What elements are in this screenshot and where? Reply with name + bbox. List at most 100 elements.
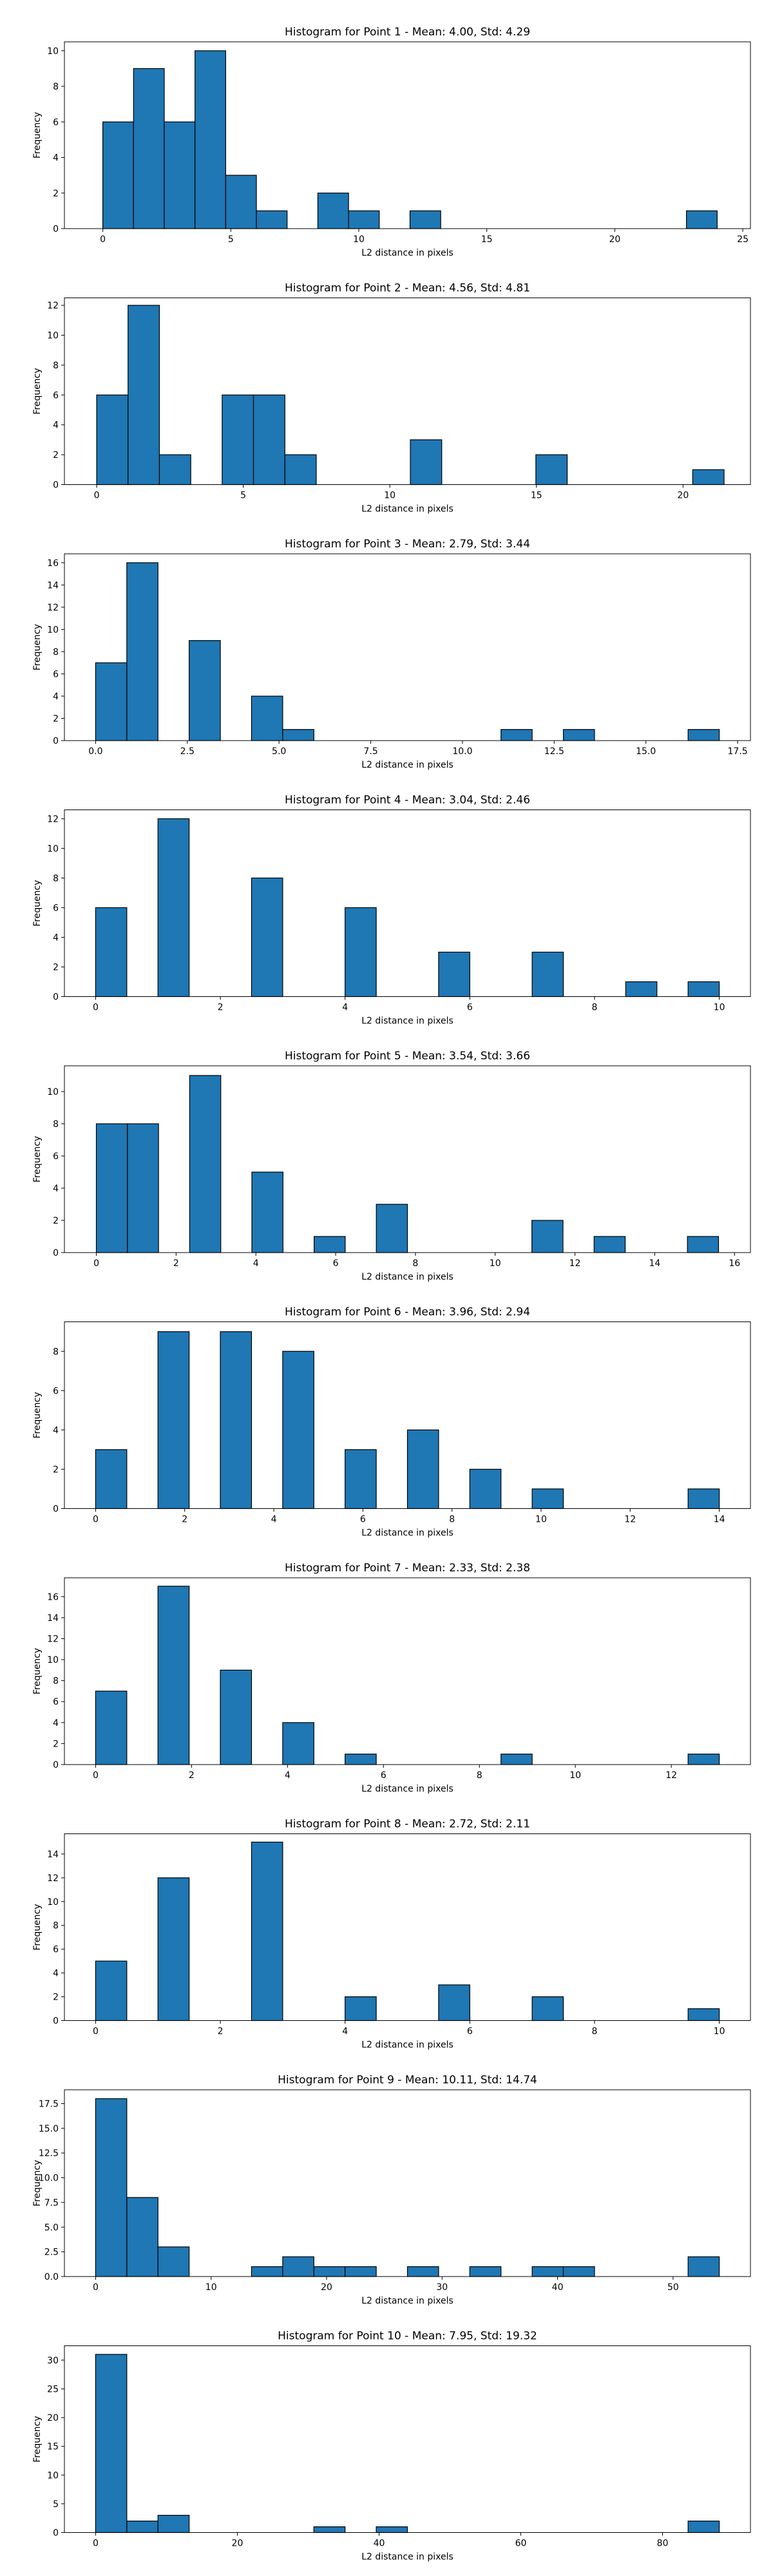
histogram-bar xyxy=(164,121,196,229)
histogram-bar xyxy=(687,981,720,998)
histogram-bar xyxy=(128,305,160,486)
histogram-bar xyxy=(345,2266,377,2277)
histogram-bar xyxy=(376,2526,408,2533)
x-axis-label: L2 distance in pixels xyxy=(361,248,453,258)
y-tick-label: 4 xyxy=(53,692,59,702)
histogram-bar xyxy=(126,2197,158,2277)
y-axis-label: Frequency xyxy=(32,112,43,158)
x-tick-label: 4 xyxy=(285,1770,291,1781)
chart-title: Histogram for Point 5 - Mean: 3.54, Std:… xyxy=(285,1050,530,1063)
x-tick-label: 2 xyxy=(173,1258,179,1269)
x-axis-label: L2 distance in pixels xyxy=(361,1528,453,1539)
x-tick-label: 10 xyxy=(535,1515,547,1525)
axes-frame xyxy=(64,1321,751,1509)
x-tick-label: 0 xyxy=(93,1770,99,1781)
x-tick-label: 12 xyxy=(665,1770,677,1781)
histogram-bar xyxy=(687,1236,720,1253)
y-tick-label: 6 xyxy=(53,390,59,401)
x-tick-label: 6 xyxy=(381,1770,386,1781)
histogram-bar xyxy=(409,210,441,229)
histogram-bar xyxy=(251,696,283,741)
histogram-bar xyxy=(157,2515,190,2533)
y-tick-label: 5 xyxy=(53,2499,59,2510)
chart-title: Histogram for Point 6 - Mean: 3.96, Std:… xyxy=(285,1306,530,1319)
x-axis-label: L2 distance in pixels xyxy=(361,1784,453,1794)
y-tick-label: 14 xyxy=(47,1613,59,1624)
y-tick-label: 0 xyxy=(53,736,59,746)
y-tick-label: 4 xyxy=(53,933,59,943)
histogram-bar xyxy=(251,1841,283,2022)
x-tick-label: 6 xyxy=(333,1258,339,1269)
y-tick-label: 0 xyxy=(53,1504,59,1515)
y-tick-label: 6 xyxy=(53,1697,59,1707)
y-tick-label: 10 xyxy=(47,625,59,635)
histogram-bar xyxy=(687,2256,720,2277)
chart-title: Histogram for Point 9 - Mean: 10.11, Std… xyxy=(278,2074,537,2087)
y-axis-label: Frequency xyxy=(32,368,43,414)
y-tick-label: 8 xyxy=(53,1347,59,1357)
histogram-panel-3: Histogram for Point 3 - Mean: 2.79, Std:… xyxy=(32,538,751,770)
histogram-bar xyxy=(282,1350,314,1510)
axes-frame xyxy=(64,298,751,485)
x-tick-label: 2 xyxy=(218,2027,224,2037)
histogram-bar xyxy=(282,729,314,741)
histogram-bar xyxy=(96,394,129,486)
y-tick-label: 2 xyxy=(53,714,59,724)
x-tick-label: 10 xyxy=(205,2282,217,2293)
histogram-bar xyxy=(95,1960,128,2022)
x-tick-label: 4 xyxy=(253,1258,259,1269)
y-tick-label: 10 xyxy=(47,2470,59,2481)
x-tick-label: 40 xyxy=(552,2282,564,2293)
histogram-panel-1: Histogram for Point 1 - Mean: 4.00, Std:… xyxy=(32,26,751,258)
y-tick-label: 25 xyxy=(47,2384,59,2394)
x-tick-label: 0 xyxy=(93,1258,99,1269)
x-tick-label: 4 xyxy=(342,2027,348,2037)
y-axis-label: Frequency xyxy=(32,1648,43,1694)
histogram-bar xyxy=(95,662,128,741)
x-tick-label: 12 xyxy=(569,1258,581,1269)
y-tick-label: 10 xyxy=(47,1655,59,1665)
y-tick-label: 2 xyxy=(53,1464,59,1475)
histogram-bar xyxy=(687,729,720,741)
histogram-bar xyxy=(189,640,221,741)
y-tick-label: 16 xyxy=(47,1592,59,1602)
x-tick-label: 0 xyxy=(93,2539,99,2549)
y-tick-label: 6 xyxy=(53,1945,59,1955)
y-tick-label: 2 xyxy=(53,962,59,972)
histogram-bar xyxy=(157,2246,190,2277)
y-tick-label: 2 xyxy=(53,450,59,460)
histogram-bar xyxy=(438,1984,470,2022)
histogram-panel-7: Histogram for Point 7 - Mean: 2.33, Std:… xyxy=(32,1562,751,1794)
y-tick-label: 0.0 xyxy=(44,2272,59,2282)
histogram-panel-9: Histogram for Point 9 - Mean: 10.11, Std… xyxy=(32,2074,751,2306)
histogram-bar xyxy=(95,2098,128,2277)
y-axis-label: Frequency xyxy=(32,1392,43,1438)
histogram-bar xyxy=(376,1204,408,1253)
x-tick-label: 20 xyxy=(677,491,689,501)
x-tick-label: 15.0 xyxy=(636,746,656,757)
y-tick-label: 15.0 xyxy=(39,2124,59,2134)
histogram-bar xyxy=(687,1754,720,1765)
x-tick-label: 2.5 xyxy=(180,746,195,757)
histogram-bar xyxy=(501,729,533,741)
x-tick-label: 80 xyxy=(657,2539,669,2549)
chart-title: Histogram for Point 2 - Mean: 4.56, Std:… xyxy=(285,282,530,295)
y-tick-label: 2.5 xyxy=(44,2248,59,2258)
y-tick-label: 0 xyxy=(53,2016,59,2027)
histogram-bar xyxy=(469,1468,502,1510)
x-tick-label: 0 xyxy=(100,234,106,245)
y-axis-label: Frequency xyxy=(32,624,43,670)
x-tick-label: 8 xyxy=(477,1770,482,1781)
y-tick-label: 8 xyxy=(53,361,59,371)
y-tick-label: 10 xyxy=(47,1087,59,1097)
x-tick-label: 8 xyxy=(449,1515,455,1525)
y-tick-label: 10 xyxy=(47,46,59,57)
axes-frame xyxy=(64,1577,751,1765)
x-tick-label: 20 xyxy=(232,2539,243,2549)
chart-title: Histogram for Point 1 - Mean: 4.00, Std:… xyxy=(285,26,530,39)
histogram-panel-5: Histogram for Point 5 - Mean: 3.54, Std:… xyxy=(32,1050,751,1282)
y-tick-label: 2 xyxy=(53,1216,59,1226)
y-axis-label: Frequency xyxy=(32,2416,43,2462)
x-tick-label: 0 xyxy=(93,1515,99,1525)
y-tick-label: 17.5 xyxy=(39,2099,59,2109)
